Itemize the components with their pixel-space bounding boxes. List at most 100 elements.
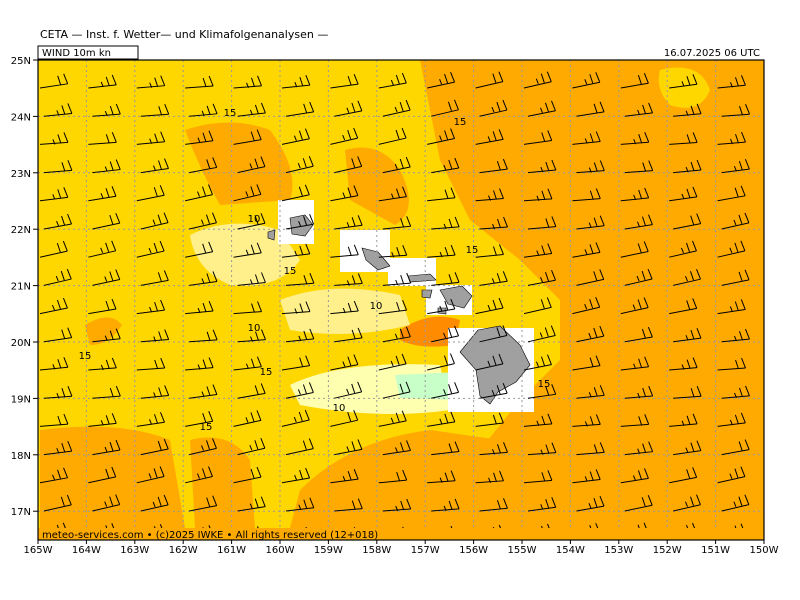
- wind-barb: [88, 298, 117, 315]
- lat-label: 25N: [11, 56, 31, 67]
- barb-feather: [488, 477, 491, 483]
- barb-shaft: [717, 195, 746, 202]
- wind-barb: [576, 385, 605, 399]
- barb-feather: [298, 504, 302, 510]
- barb-feather: [105, 76, 110, 87]
- barb-feather: [740, 523, 744, 528]
- wind-barb: [770, 213, 797, 229]
- wind-barb: [92, 328, 121, 343]
- barb-shaft: [624, 451, 653, 456]
- barb-shaft: [88, 367, 117, 371]
- wind-barb: [233, 466, 262, 484]
- barb-feather: [63, 467, 69, 478]
- barb-shaft: [624, 112, 653, 117]
- barb-feather: [197, 364, 201, 370]
- wind-barb: [153, 524, 163, 528]
- barb-feather: [250, 244, 255, 254]
- wind-barb: [189, 103, 218, 117]
- barb-feather: [638, 134, 643, 144]
- wind-barb: [237, 438, 266, 456]
- lon-label: 155W: [508, 545, 537, 556]
- island-lanai: [421, 289, 433, 299]
- barb-shaft: [431, 335, 459, 343]
- wind-barb: [637, 522, 647, 528]
- barb-feather: [202, 132, 207, 142]
- barb-shaft: [281, 253, 310, 258]
- barb-shaft: [285, 338, 314, 343]
- barb-feather: [63, 413, 69, 425]
- barb-feather: [399, 101, 404, 112]
- barb-feather: [346, 107, 350, 114]
- barb-feather: [734, 414, 739, 425]
- barb-feather: [395, 279, 399, 286]
- barb-feather: [491, 278, 495, 284]
- barb-feather: [681, 420, 685, 427]
- barb-shaft: [140, 279, 169, 286]
- wind-barb: [572, 355, 601, 371]
- barb-feather: [353, 185, 359, 196]
- barb-feather: [342, 307, 346, 314]
- barb-feather: [401, 72, 407, 84]
- barb-shaft: [669, 307, 697, 315]
- barb-feather: [201, 110, 205, 116]
- barb-shaft: [770, 223, 797, 229]
- barb-feather: [496, 160, 501, 171]
- barb-shaft: [717, 476, 746, 484]
- barb-feather: [250, 186, 255, 196]
- wind-barbs: [39, 71, 798, 528]
- lat-label: 21N: [11, 282, 31, 293]
- wind-barb: [39, 132, 69, 145]
- barb-feather: [547, 243, 553, 254]
- barb-feather: [599, 160, 605, 171]
- barb-feather: [62, 522, 66, 528]
- contour-label: 15: [79, 351, 92, 362]
- wind-barb: [140, 212, 169, 230]
- barb-shaft: [624, 278, 653, 286]
- barb-feather: [685, 166, 689, 173]
- wind-barb: [285, 156, 314, 174]
- wind-barb: [281, 184, 310, 202]
- barb-feather: [406, 498, 412, 510]
- barb-feather: [298, 221, 302, 227]
- wind-barb: [237, 156, 266, 174]
- barb-feather: [444, 130, 449, 140]
- barb-shaft: [673, 504, 701, 512]
- barb-feather: [540, 107, 543, 113]
- barb-feather: [595, 72, 601, 83]
- wind-barb: [475, 71, 504, 89]
- wind-barb: [589, 522, 599, 528]
- barb-shaft: [88, 422, 117, 427]
- barb-feather: [690, 271, 694, 281]
- barb-shaft: [140, 113, 169, 117]
- barb-feather: [734, 468, 739, 478]
- barb-feather: [402, 299, 408, 311]
- barb-shaft: [766, 311, 794, 314]
- barb-shaft: [43, 223, 72, 230]
- lon-label: 164W: [72, 545, 101, 556]
- barb-shaft: [527, 335, 556, 343]
- barb-shaft: [189, 447, 217, 456]
- field-label: WIND 10m kn: [42, 48, 111, 59]
- barb-shaft: [185, 420, 213, 427]
- barb-feather: [648, 385, 654, 397]
- barb-shaft: [770, 114, 798, 116]
- barb-feather: [57, 469, 62, 479]
- barb-feather: [541, 132, 546, 142]
- barb-feather: [401, 127, 407, 139]
- barb-feather: [681, 364, 685, 370]
- barb-feather: [692, 522, 696, 528]
- barb-shaft: [766, 476, 793, 482]
- barb-feather: [256, 410, 262, 421]
- barb-shaft: [140, 339, 169, 343]
- barb-feather: [448, 384, 453, 394]
- barb-shaft: [334, 337, 363, 343]
- wind-barb: [576, 101, 605, 117]
- barb-shaft: [233, 252, 262, 258]
- barb-feather: [734, 335, 737, 342]
- barb-feather: [595, 522, 599, 528]
- barb-feather: [643, 241, 649, 252]
- barb-shaft: [721, 338, 750, 343]
- wind-barb: [185, 184, 213, 202]
- barb-shaft: [721, 113, 750, 117]
